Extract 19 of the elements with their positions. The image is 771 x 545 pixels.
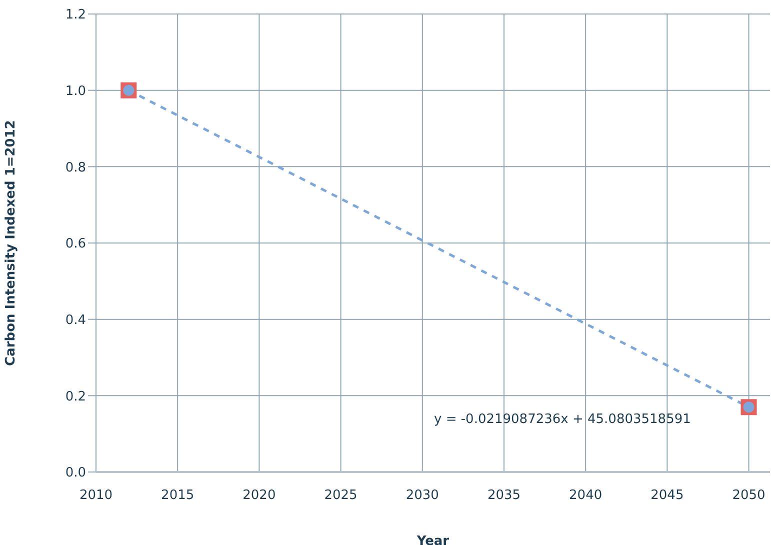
x-tick-label: 2030 <box>406 488 439 504</box>
x-tick-label: 2020 <box>242 488 276 504</box>
y-tick-label: 1.2 <box>65 8 86 23</box>
y-tick-label: 0.2 <box>65 389 86 404</box>
y-tick-label: 0.6 <box>65 236 86 252</box>
x-tick-label: 2015 <box>161 488 194 504</box>
y-tick-label: 0.4 <box>65 312 86 328</box>
x-tick-label: 2040 <box>569 488 602 504</box>
x-tick-label: 2045 <box>650 488 684 504</box>
y-tick-label: 0.8 <box>65 160 86 176</box>
x-axis-title: Year <box>416 534 450 545</box>
x-tick-label: 2050 <box>732 488 766 504</box>
annotation: y = -0.0219087236x + 45.0803518591 <box>434 412 691 427</box>
y-axis-title: Carbon Intensity Indexed 1=2012 <box>4 120 19 366</box>
y-tick-label: 1.0 <box>65 84 86 99</box>
y-tick-label: 0.0 <box>65 466 86 481</box>
x-tick-label: 2025 <box>324 488 358 504</box>
x-tick-label: 2035 <box>487 488 521 504</box>
x-tick-label: 2010 <box>79 488 113 504</box>
